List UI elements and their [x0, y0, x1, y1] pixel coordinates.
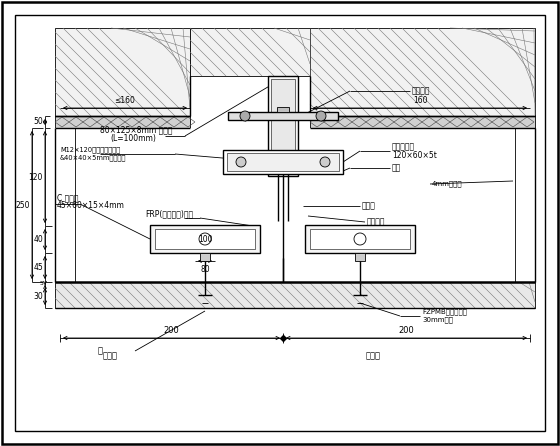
Text: 板材: 板材 — [392, 164, 402, 173]
Text: 80×125×8mm 鈢锁管: 80×125×8mm 鈢锁管 — [100, 125, 172, 135]
Bar — [310, 116, 535, 128]
Text: 40: 40 — [33, 235, 43, 244]
Bar — [271, 79, 295, 173]
Bar — [55, 282, 535, 308]
Bar — [200, 253, 210, 261]
Text: 80: 80 — [200, 265, 210, 274]
Text: FRP(玻璃纤维)垫层: FRP(玻璃纤维)垫层 — [145, 210, 193, 219]
Circle shape — [236, 157, 246, 167]
Text: 120×60×5t: 120×60×5t — [392, 150, 437, 160]
Bar — [190, 28, 310, 76]
Text: 45×60×15×4mm: 45×60×15×4mm — [57, 202, 125, 211]
Text: C 型轨道: C 型轨道 — [57, 194, 78, 202]
Text: 30: 30 — [33, 292, 43, 301]
Text: 5: 5 — [39, 281, 43, 286]
Text: 矩形截面柱: 矩形截面柱 — [392, 143, 415, 152]
Text: 30mm镌锌: 30mm镌锌 — [422, 317, 453, 323]
Circle shape — [320, 157, 330, 167]
Text: 50: 50 — [33, 117, 43, 127]
Bar — [268, 76, 298, 176]
Bar — [310, 28, 535, 116]
Bar — [55, 28, 190, 116]
Bar — [355, 253, 365, 261]
Bar — [55, 128, 535, 253]
Text: (L=100mm): (L=100mm) — [110, 133, 156, 143]
Text: 100: 100 — [198, 235, 212, 244]
Text: 板材厅: 板材厅 — [102, 351, 118, 360]
Circle shape — [240, 111, 250, 121]
Text: 板材厅: 板材厅 — [366, 351, 380, 360]
Circle shape — [199, 233, 211, 245]
Circle shape — [354, 233, 366, 245]
Text: FZPMB不锈锂螺栓: FZPMB不锈锂螺栓 — [422, 309, 467, 315]
Text: ≤160: ≤160 — [115, 96, 136, 105]
Bar — [228, 112, 338, 120]
Bar — [227, 153, 339, 171]
Text: 120: 120 — [29, 173, 43, 182]
Bar — [155, 229, 255, 249]
Text: 楔: 楔 — [97, 347, 102, 355]
Text: 200: 200 — [399, 326, 414, 335]
Text: 4mm防水膜: 4mm防水膜 — [432, 181, 463, 187]
Text: 200: 200 — [164, 326, 179, 335]
Text: 挂件组合: 挂件组合 — [367, 218, 385, 227]
Bar — [305, 225, 415, 253]
Text: M12×120不锈锂螺钉螺母: M12×120不锈锂螺钉螺母 — [60, 147, 120, 153]
Text: 锡杆锁固: 锡杆锁固 — [412, 87, 431, 95]
Circle shape — [316, 111, 326, 121]
Bar — [223, 150, 343, 174]
Bar — [150, 225, 260, 253]
Bar — [277, 107, 289, 112]
Text: 背栓件: 背栓件 — [362, 202, 376, 211]
Text: 45: 45 — [33, 263, 43, 272]
Bar — [310, 229, 410, 249]
Text: 160: 160 — [413, 96, 427, 105]
Bar — [55, 116, 190, 128]
Text: 250: 250 — [16, 201, 30, 210]
Text: &40×40×5mm橡胶垫片: &40×40×5mm橡胶垫片 — [60, 155, 127, 161]
